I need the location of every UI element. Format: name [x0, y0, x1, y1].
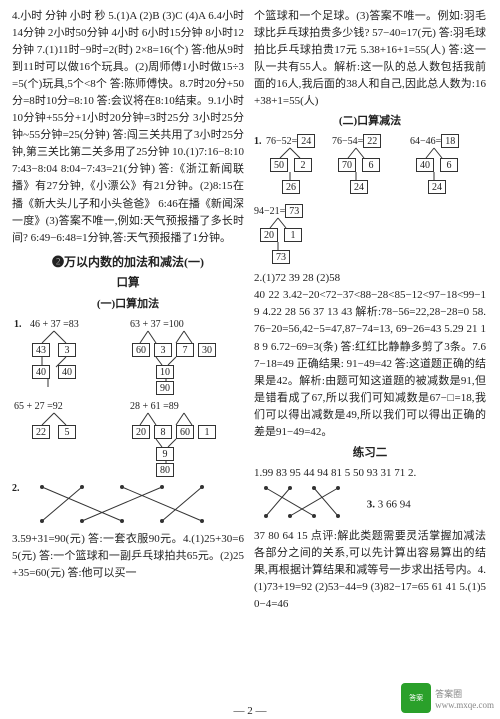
left-column: 4.小时 分钟 小时 秒 5.(1)A (2)B (3)C (4)A 6.4小时…	[12, 8, 244, 613]
right-para-2: 40 22 3.42−20<72−37<88−28<85−12<97−18<99…	[254, 287, 486, 440]
subtitle-lianxi: 练习二	[254, 445, 486, 463]
section-title-big: ❷万以内数的加法和减法(一)	[12, 253, 244, 272]
right-mid-nums: 2.(1)72 39 28 (2)58	[254, 270, 486, 287]
tree-4: 28 + 61 =89 20 8 60 1 9 80	[128, 399, 238, 477]
match-left: 2.	[12, 481, 242, 529]
tree-r2: 76−54=22 70 6 24	[332, 134, 406, 196]
watermark-brand: 答案圈	[435, 687, 494, 700]
tree-1: 1. 46 + 37 =83 43 3 40 40	[12, 317, 122, 395]
tree-2: 63 + 37 =100 60 3 7 30 10 90	[128, 317, 238, 395]
tree-r3: 64−46=18 40 6 24	[410, 134, 484, 196]
right-para-4: 37 80 64 15 点评:解此类题需要灵活掌握加减法各部分之间的关系,可以先…	[254, 528, 486, 613]
left-para-1: 4.小时 分钟 小时 秒 5.(1)A (2)B (3)C (4)A 6.4小时…	[12, 8, 244, 247]
left-para-3: 3.59+31=90(元) 答:一套衣服90元。4.(1)25+30=65(元)…	[12, 531, 244, 582]
subtitle-kousuan-jia: (一)口算加法	[12, 296, 244, 313]
subtitle-kousuan: 口算	[12, 275, 244, 293]
tree-3: 65 + 27 =92 22 5	[12, 399, 122, 455]
watermark-logo: 答案答案圈	[401, 683, 431, 713]
q3-label: 3.	[367, 498, 375, 510]
tree-r4: 94−21=73 20 1 73	[254, 204, 328, 266]
subtitle-jianfa: (二)口算减法	[254, 113, 486, 130]
tree-r1: 1. 76−52=24 50 2 26	[254, 134, 328, 196]
right-para-3: 1.99 83 95 44 94 81 5 50 93 31 71 2.	[254, 467, 416, 479]
q3-nums: 3 66 94	[378, 498, 411, 510]
match-right	[254, 482, 364, 528]
watermark-url: www.mxqe.com	[435, 700, 494, 710]
watermark: 答案答案圈 答案圈 www.mxqe.com	[401, 683, 494, 713]
right-para-1: 个篮球和一个足球。(3)答案不唯一。例如:羽毛球比乒乓球拍贵多少钱? 57−40…	[254, 8, 486, 110]
right-column: 个篮球和一个足球。(3)答案不唯一。例如:羽毛球比乒乓球拍贵多少钱? 57−40…	[254, 8, 486, 613]
